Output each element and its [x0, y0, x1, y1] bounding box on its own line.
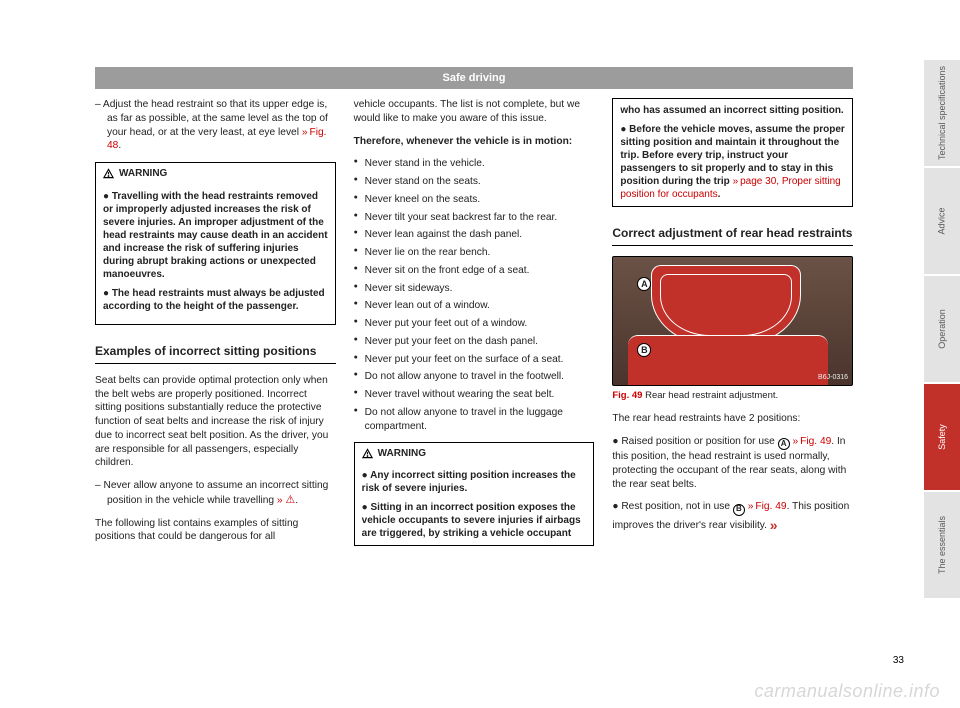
text: ● Sitting in an incorrect position expos…	[362, 501, 587, 540]
list-item: Never kneel on the seats.	[354, 193, 595, 207]
text: ● Rest position, not in use	[612, 501, 733, 512]
list-item: Do not allow anyone to travel in the lug…	[354, 406, 595, 434]
warning-body: ● Travelling with the head restraints re…	[96, 185, 335, 324]
page-number: 33	[893, 655, 904, 666]
text: The following list contains examples of …	[95, 517, 336, 545]
warning-box-3-cont: who has assumed an incorrect sitting pos…	[612, 98, 853, 207]
list-item: Do not allow anyone to travel in the foo…	[354, 370, 595, 384]
warning-body: ● Any incorrect sitting position increas…	[355, 464, 594, 545]
list-item: Never stand in the vehicle.	[354, 157, 595, 171]
side-tabs: Technical specifications Advice Operatio…	[924, 60, 960, 600]
circled-A: A	[778, 438, 790, 450]
tab-label: Advice	[937, 207, 947, 234]
list-item: Never lean out of a window.	[354, 299, 595, 313]
fig49-link[interactable]: Fig. 49	[792, 436, 831, 447]
text: – Adjust the head restraint so that its …	[95, 99, 328, 138]
tab-technical-specs[interactable]: Technical specifications	[924, 60, 960, 168]
figure-id: B6J-0316	[818, 373, 848, 382]
text: Rear head restraint adjustment.	[642, 390, 778, 401]
tab-label: Safety	[937, 424, 947, 450]
page: Safe driving – Adjust the head restraint…	[0, 0, 960, 708]
figure-caption: Fig. 49 Rear head restraint adjustment.	[612, 390, 853, 403]
motion-intro: Therefore, whenever the vehicle is in mo…	[354, 135, 595, 149]
tab-operation[interactable]: Operation	[924, 276, 960, 384]
list-item: Never put your feet on the dash panel.	[354, 335, 595, 349]
list-item: Never lean against the dash panel.	[354, 228, 595, 242]
warning-box-2: WARNING ● Any incorrect sitting position…	[354, 442, 595, 547]
list-item: Never put your feet on the surface of a …	[354, 353, 595, 367]
figure-49-image: A B B6J-0316	[612, 256, 853, 386]
fig49-label: Fig. 49	[612, 390, 642, 401]
seat-back-shape	[628, 335, 828, 385]
headrest-shape	[651, 265, 801, 345]
list-item: Never stand on the seats.	[354, 175, 595, 189]
text: .	[718, 189, 721, 200]
continuation-icon: »	[770, 516, 778, 535]
list-item: Never lie on the rear bench.	[354, 246, 595, 260]
warning-header: WARNING	[96, 163, 335, 185]
watermark: carmanualsonline.info	[754, 681, 940, 702]
text: ● Raised position or position for use	[612, 436, 777, 447]
tab-label: The essentials	[937, 516, 947, 574]
warning-title: WARNING	[378, 447, 426, 461]
warning-triangle-icon	[362, 448, 373, 459]
tab-advice[interactable]: Advice	[924, 168, 960, 276]
caution-triangle-icon: ⚠	[285, 494, 295, 506]
circled-B: B	[733, 504, 745, 516]
text: Seat belts can provide optimal protectio…	[95, 374, 336, 470]
text: .	[118, 140, 121, 151]
warning-triangle-icon	[103, 168, 114, 179]
text: ● Raised position or position for use A …	[612, 435, 853, 492]
inline-ref: » ⚠	[277, 495, 295, 506]
never-list: Never stand in the vehicle. Never stand …	[354, 157, 595, 433]
text: ● Before the vehicle moves, assume the p…	[620, 123, 845, 201]
tab-label: Technical specifications	[937, 66, 947, 160]
section-heading-rear-headrest: Correct adjustment of rear head restrain…	[612, 221, 853, 246]
head-restraint-adjust-text: – Adjust the head restraint so that its …	[95, 98, 336, 153]
callout-A: A	[637, 277, 651, 291]
text: ● Travelling with the head restraints re…	[103, 190, 328, 281]
text: Therefore, whenever the vehicle is in mo…	[354, 136, 573, 147]
column-1: – Adjust the head restraint so that its …	[95, 98, 336, 556]
text: ● The head restraints must always be adj…	[103, 287, 328, 313]
section-header: Safe driving	[95, 67, 853, 89]
column-3: who has assumed an incorrect sitting pos…	[612, 98, 853, 556]
fig49-link[interactable]: Fig. 49	[748, 501, 787, 512]
list-item: Never put your feet out of a window.	[354, 317, 595, 331]
tab-essentials[interactable]: The essentials	[924, 492, 960, 600]
text: vehicle occupants. The list is not compl…	[354, 98, 595, 126]
text: – Never allow anyone to assume an incorr…	[95, 479, 336, 508]
warning-header: WARNING	[355, 443, 594, 465]
warning-title: WARNING	[119, 167, 167, 181]
warning-body: who has assumed an incorrect sitting pos…	[613, 99, 852, 206]
list-item: Never tilt your seat backrest far to the…	[354, 211, 595, 225]
text: ● Rest position, not in use B Fig. 49. T…	[612, 500, 853, 534]
content-columns: – Adjust the head restraint so that its …	[95, 98, 853, 556]
text: who has assumed an incorrect sitting pos…	[620, 104, 845, 117]
list-item: Never sit sideways.	[354, 282, 595, 296]
text: ● Any incorrect sitting position increas…	[362, 469, 587, 495]
text: The rear head restraints have 2 position…	[612, 412, 853, 426]
list-item: Never travel without wearing the seat be…	[354, 388, 595, 402]
tab-safety[interactable]: Safety	[924, 384, 960, 492]
column-2: vehicle occupants. The list is not compl…	[354, 98, 595, 556]
tab-label: Operation	[937, 309, 947, 349]
section-heading-incorrect-sitting: Examples of incorrect sitting positions	[95, 339, 336, 364]
text: .	[295, 495, 298, 506]
warning-box-1: WARNING ● Travelling with the head restr…	[95, 162, 336, 325]
list-item: Never sit on the front edge of a seat.	[354, 264, 595, 278]
